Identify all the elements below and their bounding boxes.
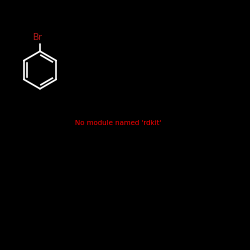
Text: No module named 'rdkit': No module named 'rdkit'	[75, 120, 161, 126]
Text: Br: Br	[32, 33, 42, 42]
